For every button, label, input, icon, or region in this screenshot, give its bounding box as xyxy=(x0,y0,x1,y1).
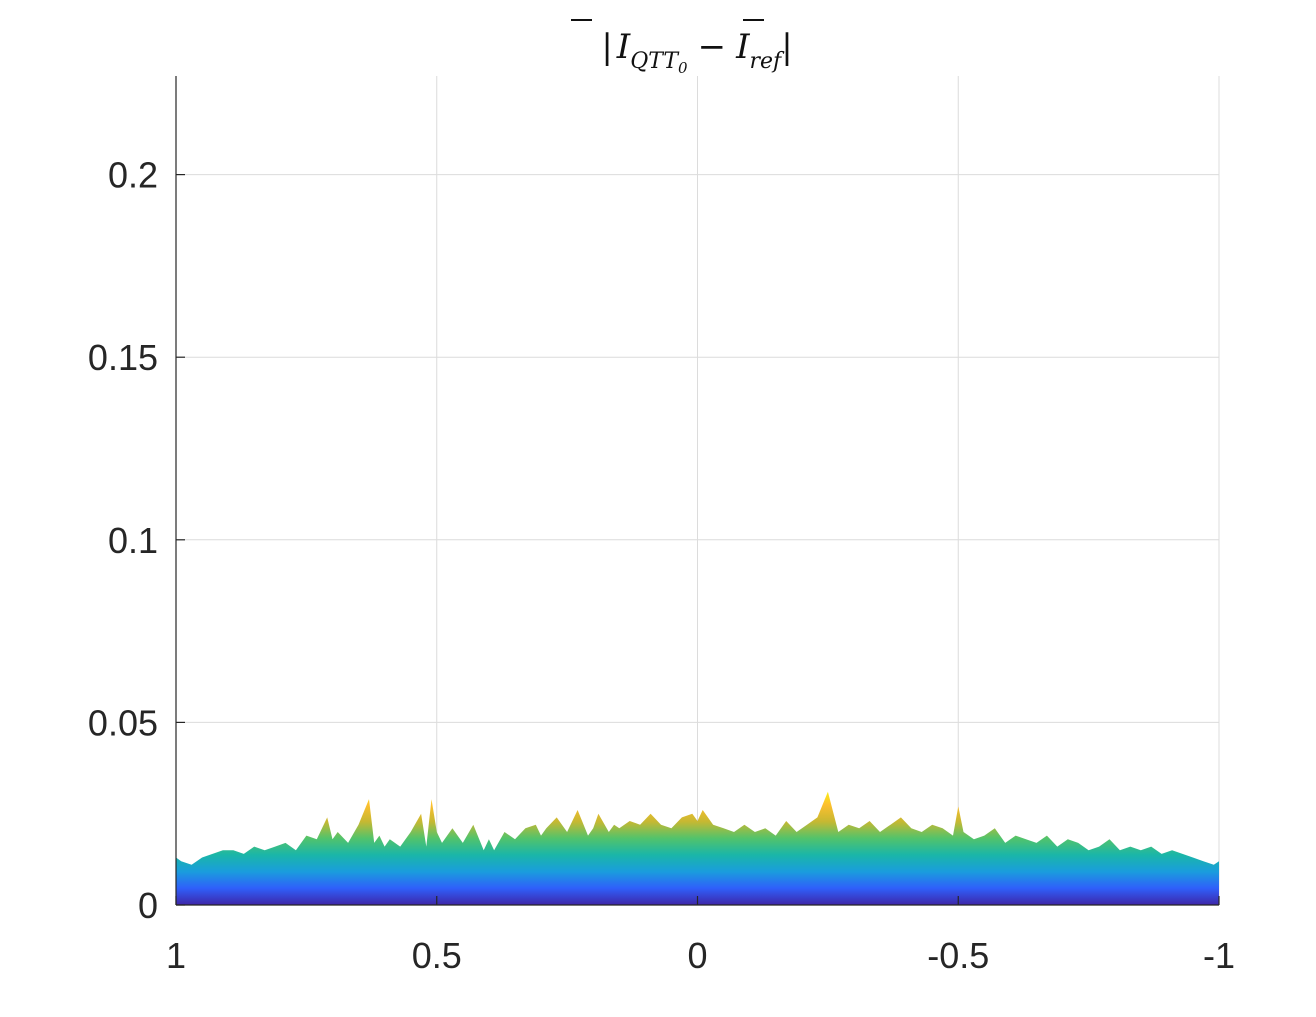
area-series xyxy=(176,791,1219,905)
axes xyxy=(175,76,1220,906)
x-tick-label: 0 xyxy=(687,935,707,976)
x-tick-label: -1 xyxy=(1203,935,1235,976)
y-tick-label: 0.15 xyxy=(88,337,158,378)
x-tick-label: 1 xyxy=(166,935,186,976)
error-surface xyxy=(176,791,1219,905)
chart-title: | IQTT0− Iref| xyxy=(601,27,792,77)
y-tick-label: 0 xyxy=(138,885,158,926)
grid xyxy=(176,76,1220,905)
x-tick-label: 0.5 xyxy=(412,935,462,976)
y-tick-label: 0.05 xyxy=(88,702,158,743)
x-tick-label: -0.5 xyxy=(927,935,989,976)
y-tick-label: 0.2 xyxy=(108,155,158,196)
y-tick-label: 0.1 xyxy=(108,520,158,561)
tick-labels: 1 0.5 0 -0.5 -1 0 0.05 0.1 0.15 0.2 xyxy=(88,155,1235,976)
